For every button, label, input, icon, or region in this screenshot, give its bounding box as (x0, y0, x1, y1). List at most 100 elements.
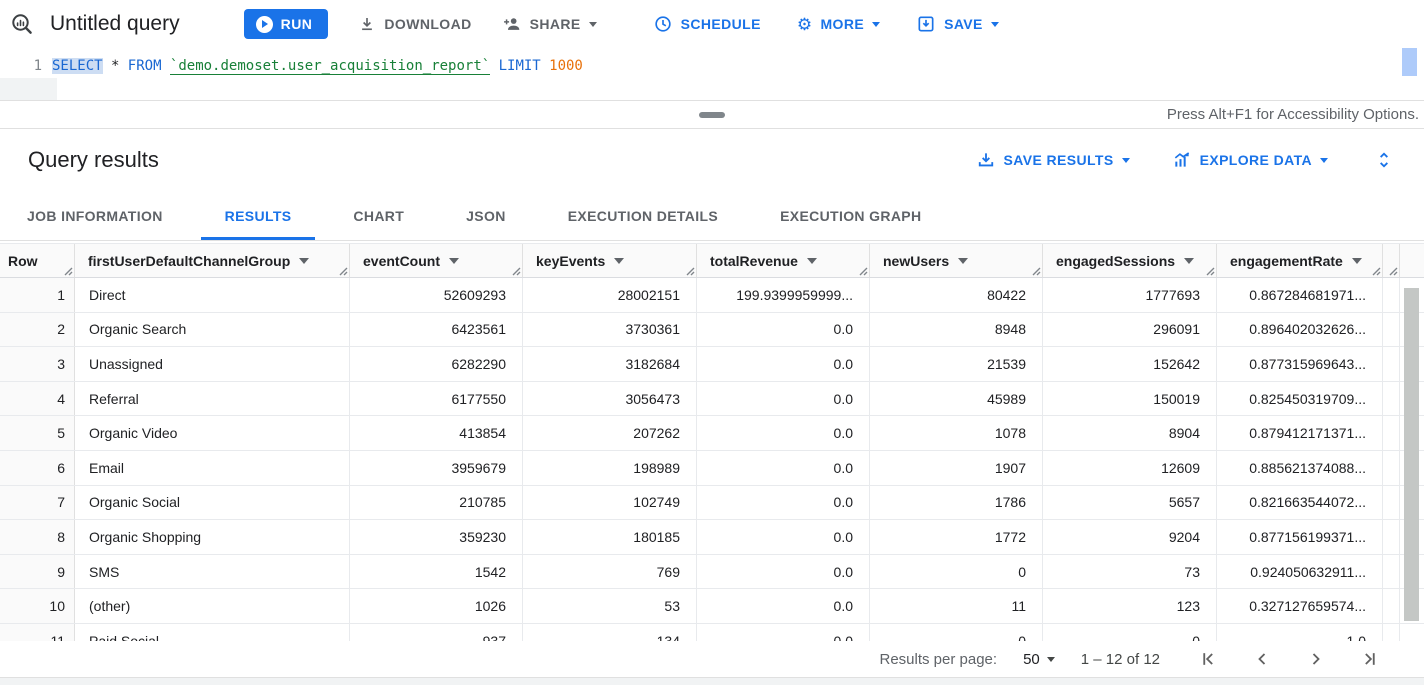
cell-channel-group: Email (75, 450, 350, 485)
column-menu-icon[interactable] (958, 257, 969, 264)
column-resize-handle[interactable] (859, 267, 868, 276)
cell-total-revenue: 0.0 (697, 347, 870, 381)
download-button[interactable]: DOWNLOAD (358, 15, 471, 33)
cell-row-number: 2 (0, 312, 75, 347)
column-resize-handle[interactable] (686, 267, 695, 276)
cell-channel-group: Direct (75, 278, 350, 312)
last-page-button[interactable] (1356, 645, 1384, 673)
cell-new-users: 45989 (870, 381, 1043, 416)
explore-data-button[interactable]: EXPLORE DATA (1172, 150, 1328, 170)
first-page-button[interactable] (1194, 645, 1222, 673)
column-header-firstUserDefaultChannelGroup[interactable]: firstUserDefaultChannelGroup (75, 244, 350, 277)
cell-key-events: 769 (523, 554, 697, 589)
cell-engaged-sessions: 123 (1043, 589, 1217, 623)
column-header-totalRevenue[interactable]: totalRevenue (697, 244, 870, 277)
query-icon (12, 14, 32, 34)
column-resize-handle[interactable] (1389, 267, 1398, 276)
cell-total-revenue: 0.0 (697, 485, 870, 520)
cell-row-number: 9 (0, 554, 75, 589)
column-menu-icon[interactable] (299, 257, 310, 264)
expand-results-button[interactable] (1370, 146, 1398, 174)
results-tab[interactable]: RESULTS (201, 191, 316, 240)
cell-key-events: 3730361 (523, 312, 697, 347)
next-page-button[interactable] (1302, 645, 1330, 673)
cell-key-events: 102749 (523, 485, 697, 520)
cell-event-count: 3959679 (350, 450, 523, 485)
run-label: RUN (280, 16, 313, 32)
cell-engagement-rate: 0.885621374088... (1217, 450, 1383, 485)
results-tab[interactable]: JSON (466, 207, 506, 224)
cell-key-events: 53 (523, 589, 697, 623)
cell-new-users: 1078 (870, 416, 1043, 450)
column-menu-icon[interactable] (1351, 257, 1362, 264)
column-menu-icon[interactable] (614, 257, 625, 264)
column-resize-handle[interactable] (1206, 267, 1215, 276)
grid-vertical-scrollbar[interactable] (1404, 279, 1419, 641)
panel-resize-handle[interactable] (699, 111, 725, 118)
cell-engagement-rate: 0.825450319709... (1217, 381, 1383, 416)
column-resize-handle[interactable] (339, 267, 348, 276)
cell-engaged-sessions: 1777693 (1043, 278, 1217, 312)
cell-channel-group: Referral (75, 381, 350, 416)
cell-total-revenue: 0.0 (697, 312, 870, 347)
previous-page-button[interactable] (1248, 645, 1276, 673)
sql-code-line[interactable]: SELECT * FROM `demo.demoset.user_acquisitio… (52, 58, 583, 75)
results-tab[interactable]: JOB INFORMATION (27, 207, 163, 224)
clock-icon (654, 16, 671, 32)
column-resize-handle[interactable] (1032, 267, 1041, 276)
column-header-row[interactable]: Row (0, 244, 75, 277)
column-menu-icon[interactable] (449, 257, 459, 264)
cell-row-number: 5 (0, 416, 75, 450)
results-header: Query results SAVE RESULTS EXPLORE DATA (0, 129, 1424, 191)
cell-row-number: 10 (0, 589, 75, 623)
column-header-newUsers[interactable]: newUsers (870, 244, 1043, 277)
column-menu-icon[interactable] (1184, 257, 1195, 264)
cell-event-count: 6282290 (350, 347, 523, 381)
run-button[interactable]: RUN (243, 9, 329, 39)
cell-channel-group: Unassigned (75, 347, 350, 381)
save-results-button[interactable]: SAVE RESULTS (976, 150, 1130, 170)
results-tab[interactable]: EXECUTION DETAILS (567, 207, 719, 224)
results-tab[interactable]: CHART (353, 207, 405, 224)
results-tab[interactable]: EXECUTION GRAPH (780, 207, 922, 224)
column-resize-handle[interactable] (1372, 267, 1381, 276)
bottom-panel-edge (0, 677, 1424, 685)
sql-table-reference[interactable]: `demo.demoset.user_acquisition_report` (169, 58, 491, 75)
table-row: 5 Organic Video 413854 207262 0.0 1078 8… (0, 416, 1424, 451)
column-header-engagementRate[interactable]: engagementRate (1217, 244, 1383, 277)
cell-engaged-sessions: 0 (1043, 623, 1217, 641)
cell-new-users: 11 (870, 589, 1043, 623)
editor-scrollbar-thumb[interactable] (1402, 48, 1417, 76)
column-header-engagedSessions[interactable]: engagedSessions (1043, 244, 1217, 277)
cell-engagement-rate: 0.879412171371... (1217, 416, 1383, 450)
sql-editor[interactable]: 1 SELECT * FROM `demo.demoset.user_acquisit… (0, 48, 1424, 100)
share-button[interactable]: SHARE (502, 14, 597, 34)
cell-total-revenue: 0.0 (697, 589, 870, 623)
cell-spacer (1383, 520, 1400, 554)
column-menu-icon[interactable] (806, 257, 817, 264)
more-button[interactable]: ⚙ MORE (797, 16, 881, 33)
column-header-eventCount[interactable]: eventCount (350, 244, 523, 277)
page-size-select[interactable]: 50 (1023, 651, 1055, 668)
column-resize-handle[interactable] (512, 267, 521, 276)
cell-spacer (1383, 312, 1400, 347)
query-title: Untitled query (50, 12, 180, 35)
cell-row-number: 8 (0, 520, 75, 554)
cell-engagement-rate: 0.877156199371... (1217, 520, 1383, 554)
column-header-keyEvents[interactable]: keyEvents (523, 244, 697, 277)
cell-event-count: 210785 (350, 485, 523, 520)
cell-engagement-rate: 0.327127659574... (1217, 589, 1383, 623)
cell-channel-group: Organic Social (75, 485, 350, 520)
cell-row-number: 7 (0, 485, 75, 520)
vertical-scrollbar-thumb[interactable] (1404, 288, 1419, 621)
cell-channel-group: Organic Search (75, 312, 350, 347)
table-row: 3 Unassigned 6282290 3182684 0.0 21539 1… (0, 347, 1424, 382)
results-grid: Row firstUserDefaultChannelGroup eventCo… (0, 243, 1424, 641)
schedule-button[interactable]: SCHEDULE (653, 14, 761, 34)
column-resize-handle[interactable] (64, 267, 73, 276)
save-button[interactable]: SAVE (916, 14, 999, 34)
gutter-shade (0, 78, 57, 100)
cell-engagement-rate: 1.0 (1217, 623, 1383, 641)
cell-total-revenue: 0.0 (697, 520, 870, 554)
unfold-icon (1380, 152, 1388, 168)
